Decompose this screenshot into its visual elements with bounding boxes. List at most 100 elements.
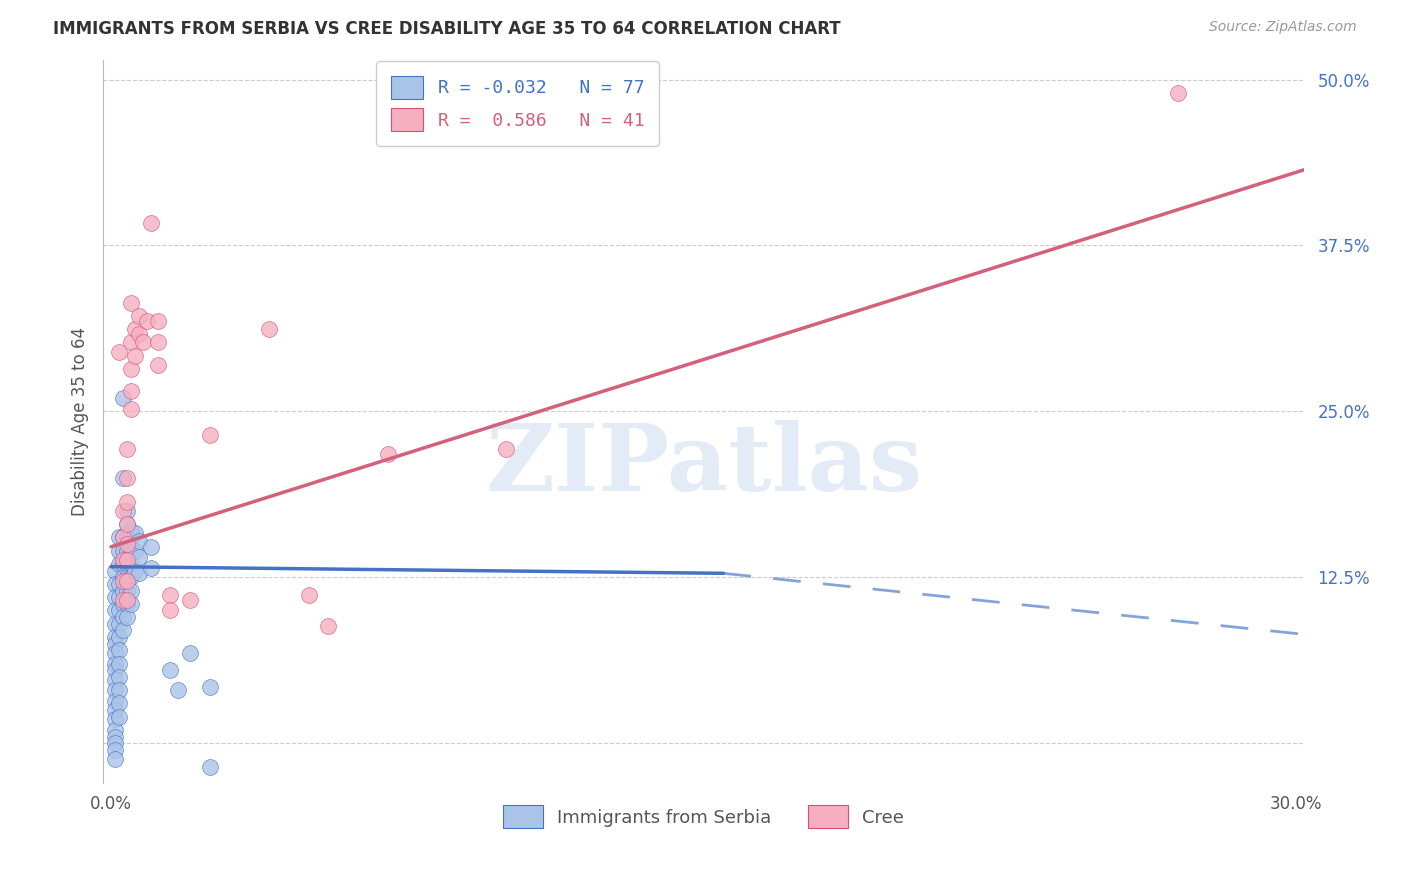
Point: [179, 592, 201, 607]
Point: [108, 591, 131, 605]
Point: [167, 683, 190, 698]
Point: [318, 619, 340, 633]
Point: [115, 570, 138, 584]
Point: [111, 391, 134, 405]
Point: [104, 736, 127, 750]
Point: [104, 616, 127, 631]
Point: [115, 517, 138, 532]
Point: [108, 557, 131, 571]
Point: [115, 574, 138, 589]
Point: [104, 564, 127, 578]
Point: [104, 703, 127, 717]
Point: [115, 557, 138, 571]
Point: [108, 543, 131, 558]
Point: [148, 314, 170, 328]
Point: [198, 428, 221, 442]
Point: [148, 358, 170, 372]
Point: [139, 216, 162, 230]
Text: IMMIGRANTS FROM SERBIA VS CREE DISABILITY AGE 35 TO 64 CORRELATION CHART: IMMIGRANTS FROM SERBIA VS CREE DISABILIT…: [53, 20, 841, 37]
Point: [111, 570, 134, 584]
Point: [139, 540, 162, 554]
Point: [179, 646, 201, 660]
Point: [120, 557, 142, 571]
Point: [104, 591, 127, 605]
Point: [120, 570, 142, 584]
Point: [111, 471, 134, 485]
Point: [124, 564, 146, 578]
Point: [115, 494, 138, 508]
Point: [104, 657, 127, 671]
Y-axis label: Disability Age 35 to 64: Disability Age 35 to 64: [72, 326, 89, 516]
Point: [120, 362, 142, 376]
Point: [135, 314, 157, 328]
Point: [111, 574, 134, 589]
Point: [128, 566, 150, 581]
Point: [159, 603, 181, 617]
Point: [104, 630, 127, 644]
Point: [104, 663, 127, 677]
Point: [124, 543, 146, 558]
Point: [111, 553, 134, 567]
Point: [131, 335, 153, 350]
Point: [108, 630, 131, 644]
Point: [115, 610, 138, 624]
Point: [115, 504, 138, 518]
Point: [108, 643, 131, 657]
Point: [120, 597, 142, 611]
Point: [104, 637, 127, 651]
Point: [115, 597, 138, 611]
Point: [128, 309, 150, 323]
Point: [108, 616, 131, 631]
Point: [108, 344, 131, 359]
Point: [108, 531, 131, 545]
Point: [111, 543, 134, 558]
Point: [104, 694, 127, 708]
Point: [108, 577, 131, 591]
Point: [104, 723, 127, 737]
Point: [120, 524, 142, 538]
Point: [120, 295, 142, 310]
Point: [115, 592, 138, 607]
Point: [128, 550, 150, 565]
Point: [128, 327, 150, 342]
Point: [257, 322, 280, 336]
Point: [115, 537, 138, 551]
Point: [115, 442, 138, 456]
Point: [128, 534, 150, 549]
Point: [108, 697, 131, 711]
Point: [104, 577, 127, 591]
Point: [120, 540, 142, 554]
Point: [111, 624, 134, 638]
Point: [111, 583, 134, 598]
Point: [104, 673, 127, 687]
Point: [377, 447, 399, 461]
Point: [115, 543, 138, 558]
Text: ZIPatlas: ZIPatlas: [485, 420, 922, 509]
Point: [104, 752, 127, 766]
Point: [111, 592, 134, 607]
Point: [108, 657, 131, 671]
Point: [111, 610, 134, 624]
Point: [115, 553, 138, 567]
Point: [120, 583, 142, 598]
Point: [104, 712, 127, 726]
Point: [115, 471, 138, 485]
Point: [198, 681, 221, 695]
Point: [104, 603, 127, 617]
Point: [198, 760, 221, 774]
Point: [159, 588, 181, 602]
Point: [120, 384, 142, 399]
Point: [111, 504, 134, 518]
Point: [104, 646, 127, 660]
Point: [495, 442, 517, 456]
Legend: Immigrants from Serbia, Cree: Immigrants from Serbia, Cree: [496, 797, 911, 836]
Point: [124, 349, 146, 363]
Point: [108, 683, 131, 698]
Point: [104, 743, 127, 757]
Point: [108, 709, 131, 723]
Point: [108, 670, 131, 684]
Point: [120, 335, 142, 350]
Point: [148, 335, 170, 350]
Point: [111, 557, 134, 571]
Point: [297, 588, 319, 602]
